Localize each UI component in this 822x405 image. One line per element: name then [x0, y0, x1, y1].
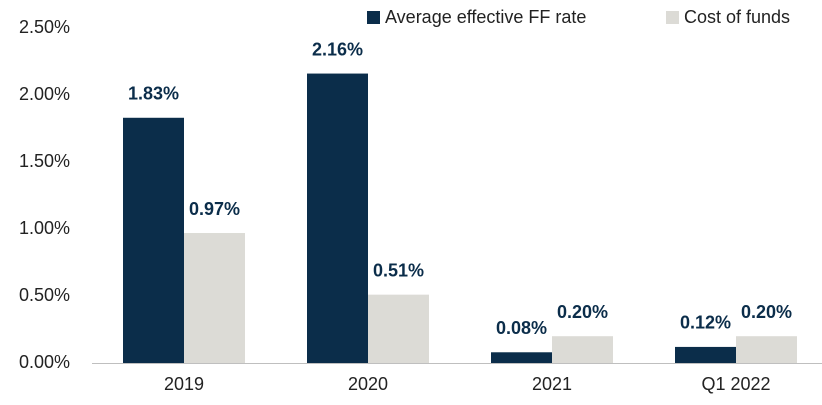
x-tick-label: 2021 [532, 374, 572, 394]
y-tick-label: 0.00% [19, 352, 70, 372]
value-label: 0.97% [189, 199, 240, 219]
value-label: 0.51% [373, 260, 424, 280]
bar [552, 336, 613, 363]
x-tick-label: 2019 [164, 374, 204, 394]
legend-label: Average effective FF rate [385, 7, 586, 27]
legend-swatch [666, 11, 679, 24]
y-tick-label: 0.50% [19, 285, 70, 305]
bar [675, 346, 736, 363]
bar [184, 233, 245, 363]
y-tick-label: 2.50% [19, 17, 70, 37]
value-label: 0.12% [680, 313, 731, 333]
bar [307, 73, 368, 363]
value-label: 0.20% [557, 302, 608, 322]
x-tick-label: Q1 2022 [701, 374, 770, 394]
y-tick-label: 1.50% [19, 151, 70, 171]
legend-label: Cost of funds [684, 7, 790, 27]
value-label: 2.16% [312, 39, 363, 59]
bar [368, 294, 429, 363]
x-tick-label: 2020 [348, 374, 388, 394]
bar [123, 117, 184, 363]
bar [491, 352, 552, 363]
value-label: 0.20% [741, 302, 792, 322]
legend-swatch [367, 11, 380, 24]
value-label: 1.83% [128, 84, 179, 104]
y-tick-label: 2.00% [19, 84, 70, 104]
value-label: 0.08% [496, 318, 547, 338]
y-tick-label: 1.00% [19, 218, 70, 238]
bar [736, 336, 797, 363]
